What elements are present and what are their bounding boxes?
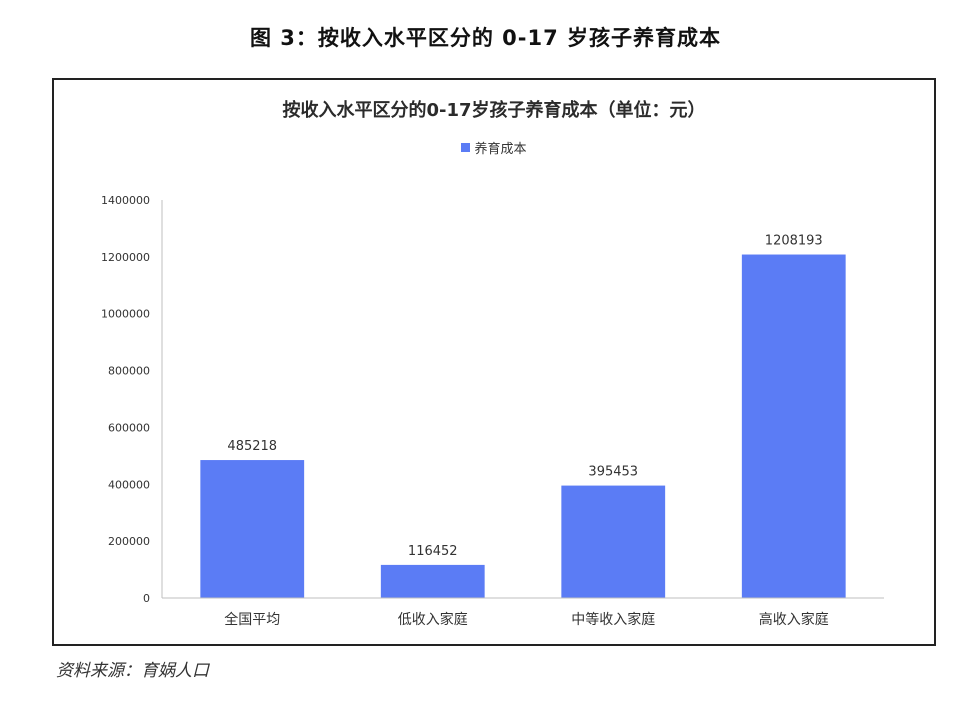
x-category-label: 高收入家庭 <box>759 611 829 628</box>
y-tick-label: 400000 <box>108 478 150 491</box>
chart-frame: 按收入水平区分的0-17岁孩子养育成本（单位：元） 养育成本 0 200000 40… <box>52 78 936 646</box>
y-axis: 0 200000 400000 600000 800000 1000000 1200000 1… <box>101 194 163 605</box>
legend: 养育成本 <box>54 138 934 157</box>
legend-label: 养育成本 <box>474 142 527 157</box>
bar <box>741 254 846 598</box>
bar <box>561 485 666 598</box>
bar-value-label: 116452 <box>408 544 458 559</box>
x-category-label: 全国平均 <box>224 611 280 628</box>
data-labels: 485218 116452 395453 1208193 <box>227 234 822 559</box>
y-tick-label: 1000000 <box>101 308 150 321</box>
chart-title: 按收入水平区分的0-17岁孩子养育成本（单位：元） <box>282 100 706 121</box>
y-tick-label: 600000 <box>108 421 150 434</box>
bar <box>380 564 485 598</box>
y-tick-label: 1400000 <box>101 194 150 207</box>
bar-value-label: 395453 <box>588 465 638 480</box>
y-tick-label: 200000 <box>108 535 150 548</box>
bar-value-label: 485218 <box>227 439 277 454</box>
bar-chart: 0 200000 400000 600000 800000 1000000 1200000 1… <box>101 194 884 628</box>
x-category-label: 中等收入家庭 <box>571 611 655 628</box>
x-axis: 全国平均 低收入家庭 中等收入家庭 高收入家庭 <box>162 597 884 628</box>
y-tick-label: 1200000 <box>101 251 150 264</box>
source-note: 资料来源：育娲人口 <box>56 661 209 681</box>
figure-title: 图 3：按收入水平区分的 0-17 岁孩子养育成本 <box>249 26 722 50</box>
legend-swatch <box>461 143 471 152</box>
bar <box>200 460 305 598</box>
bars <box>200 254 846 598</box>
y-tick-label: 800000 <box>108 365 150 378</box>
bar-value-label: 1208193 <box>765 234 823 249</box>
x-category-label: 低收入家庭 <box>398 611 468 628</box>
y-tick-label: 0 <box>143 592 150 605</box>
